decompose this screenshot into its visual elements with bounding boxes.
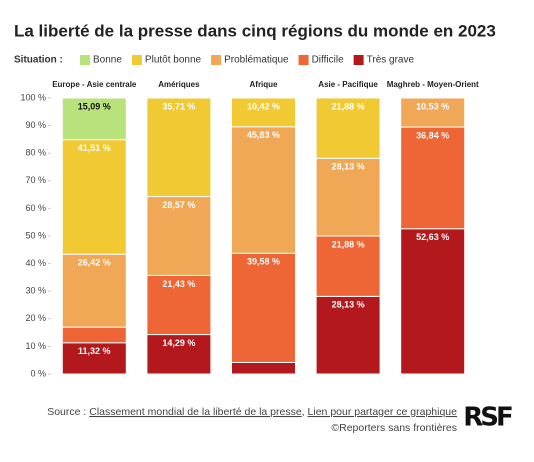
bar-segment [400,228,466,375]
y-tick-label: 0 % [30,368,46,378]
share-link[interactable]: Lien pour partager ce graphique [308,406,458,418]
bar-segment [400,97,466,128]
data-label: 10,53 % [416,101,449,111]
source-label: Source : [47,406,86,418]
legend-swatch [298,55,309,65]
legend-label: Bonne [93,55,122,66]
x-tick-label: Amériques [158,80,200,89]
data-label: 45,83 % [247,130,280,140]
bar-segment [400,126,466,230]
y-tick-label: 10 % [25,341,46,351]
logo: RSF [463,403,512,433]
legend-title: Situation : [14,55,63,66]
bar-segment [231,126,296,254]
y-tick-label: 20 % [25,313,46,323]
bar-segment [61,326,127,344]
data-label: 52,63 % [416,232,449,242]
data-label: 41,51 % [78,143,111,153]
y-tick-label: 100 % [20,92,46,102]
bar-segment [61,253,127,328]
x-tick-label: Asie - Pacifique [318,80,378,89]
y-tick-label: 30 % [25,286,46,296]
bar-segment [231,97,296,128]
legend-label: Très grave [367,55,415,66]
data-label: 35,71 % [162,101,195,111]
bar-segment [146,274,212,336]
y-tick-label: 90 % [25,120,46,130]
legend-label: Plutôt bonne [145,55,202,66]
legend-swatch [353,55,364,65]
y-tick-label: 60 % [25,203,46,213]
data-label: 14,29 % [162,338,195,348]
credit: ©Reporters sans frontières [331,422,457,434]
data-label: 28,13 % [332,300,365,310]
bar-segment [61,342,127,375]
data-label: 26,42 % [78,258,111,268]
data-label: 21,43 % [162,279,195,289]
source-line: Source : Classement mondial de la libert… [47,406,457,418]
x-tick-label: Afrique [250,80,279,89]
data-label: 10,42 % [247,101,280,111]
data-label: 28,57 % [162,200,195,210]
bar-segment [231,361,296,375]
data-label: 21,88 % [332,101,365,111]
bar-segment [231,252,296,363]
data-label: 39,58 % [247,257,280,267]
bar-segment [146,334,212,375]
y-tick-label: 80 % [25,148,46,158]
bar-segment [61,97,127,141]
source-link[interactable]: Classement mondial de la liberté de la p… [89,406,302,418]
data-label: 28,13 % [332,162,365,172]
data-label: 21,88 % [332,239,365,249]
legend-label: Difficile [312,55,344,66]
data-label: 36,84 % [416,130,449,140]
x-tick-label: Europe - Asie centrale [52,80,137,89]
x-tick-label: Maghreb - Moyen-Orient [387,80,479,89]
bar-segment [146,97,212,198]
data-label: 15,09 % [78,101,111,111]
legend-swatch [80,55,90,65]
bar-segment [315,157,381,237]
bar-segment [61,139,127,255]
data-label: 11,32 % [78,346,111,356]
y-tick-label: 40 % [25,258,46,268]
chart-title: La liberté de la presse dans cinq région… [14,21,496,40]
legend-swatch [211,55,222,65]
bar-segment [315,97,381,159]
bar-segment [315,295,381,375]
bar-segment [315,235,381,297]
y-tick-label: 70 % [25,175,46,185]
legend-swatch [131,55,142,65]
y-tick-label: 50 % [25,230,46,240]
legend-label: Problématique [224,55,289,66]
